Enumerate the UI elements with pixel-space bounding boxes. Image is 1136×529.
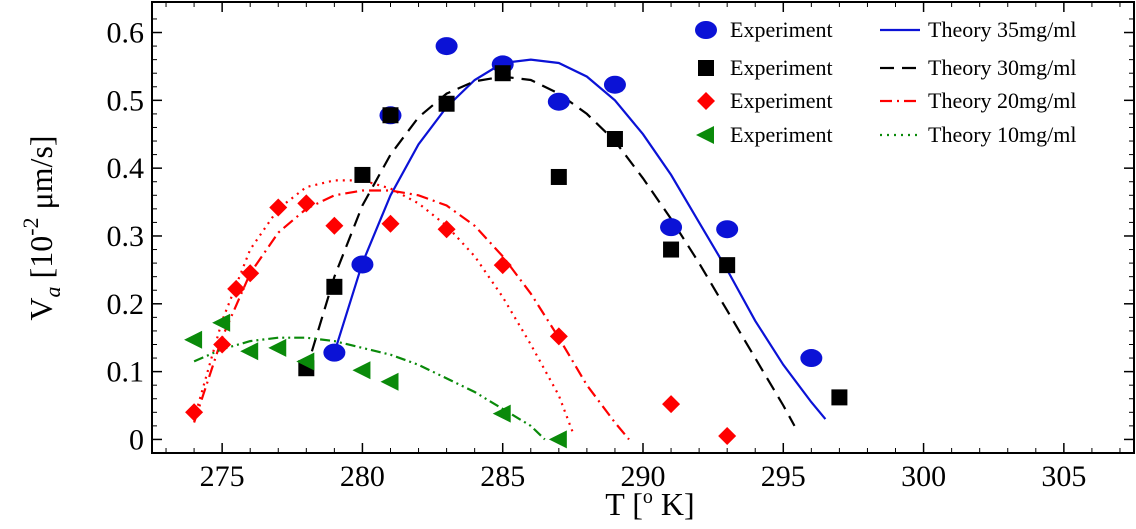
data-point	[831, 389, 848, 406]
y-tick-label: 0	[129, 423, 144, 456]
data-point	[550, 168, 567, 185]
x-axis-label: T [o K]	[605, 486, 694, 522]
data-point	[268, 338, 287, 357]
y-tick-label: 0.2	[107, 288, 145, 321]
data-point	[381, 214, 400, 233]
y-tick-label: 0.1	[107, 356, 145, 389]
legend-marker	[695, 21, 717, 39]
data-point	[435, 37, 458, 56]
data-point	[269, 198, 288, 217]
x-tick-label: 275	[200, 460, 245, 493]
data-point	[185, 403, 204, 422]
data-point	[323, 343, 346, 362]
legend: Experiment Theory 35mg/ml Experiment Theory…	[695, 17, 1076, 147]
data-point	[493, 256, 512, 275]
data-point	[212, 313, 231, 332]
data-point	[352, 361, 371, 380]
ticks: 275 280 285 290 295 300 305 0 0.1 0.2 0.3 0.4 0.5 0.6	[107, 2, 1134, 493]
data-point	[351, 255, 374, 274]
data-point	[437, 220, 456, 239]
data-point	[494, 65, 511, 82]
data-point	[382, 107, 399, 124]
data-point	[380, 372, 399, 391]
legend-marker	[698, 60, 714, 76]
data-point	[606, 130, 623, 147]
legend-marker	[696, 126, 714, 144]
theory-curves	[193, 58, 827, 441]
theory-curve	[333, 58, 827, 420]
data-point	[603, 75, 626, 94]
data-point	[662, 395, 681, 414]
y-tick-label: 0.6	[107, 17, 145, 50]
theory-curve	[193, 336, 546, 441]
data-point	[492, 404, 511, 423]
x-tick-label: 305	[1041, 460, 1086, 493]
data-point	[719, 257, 736, 274]
data-point	[297, 194, 316, 213]
legend-label: Theory 35mg/ml	[928, 17, 1076, 42]
legend-label: Experiment	[730, 122, 833, 147]
legend-label: Experiment	[730, 88, 833, 113]
x-tick-label: 280	[340, 460, 385, 493]
x-tick-label: 300	[901, 460, 946, 493]
data-point	[660, 218, 683, 237]
data-point	[800, 349, 823, 368]
data-point	[241, 264, 260, 283]
data-point	[326, 278, 343, 295]
data-point	[325, 216, 344, 235]
data-point	[354, 166, 371, 183]
theory-curve	[310, 75, 796, 427]
data-point	[663, 241, 680, 258]
data-point	[718, 427, 737, 446]
legend-label: Theory 10mg/ml	[928, 122, 1076, 147]
theory-curve	[193, 189, 630, 441]
legend-marker	[697, 92, 715, 110]
data-point	[438, 95, 455, 112]
legend-label: Experiment	[730, 17, 833, 42]
data-point	[227, 279, 246, 298]
legend-label: Theory 30mg/ml	[928, 55, 1076, 80]
y-tick-label: 0.4	[107, 152, 145, 185]
y-tick-label: 0.5	[107, 84, 145, 117]
legend-label: Theory 20mg/ml	[928, 88, 1076, 113]
experiment-markers	[184, 37, 848, 449]
data-point	[213, 335, 232, 354]
x-tick-label: 285	[480, 460, 525, 493]
data-point	[296, 352, 315, 371]
theory-curve	[193, 179, 574, 434]
data-point	[184, 330, 203, 349]
x-tick-label: 295	[761, 460, 806, 493]
data-point	[549, 327, 568, 346]
legend-label: Experiment	[730, 55, 833, 80]
data-point	[547, 92, 570, 111]
x-tick-label: 290	[621, 460, 666, 493]
y-tick-label: 0.3	[107, 220, 145, 253]
y-axis-label: Va [10-2 μm/s]	[18, 135, 65, 320]
data-point	[548, 430, 567, 449]
data-point	[716, 220, 739, 239]
data-point	[240, 342, 259, 361]
